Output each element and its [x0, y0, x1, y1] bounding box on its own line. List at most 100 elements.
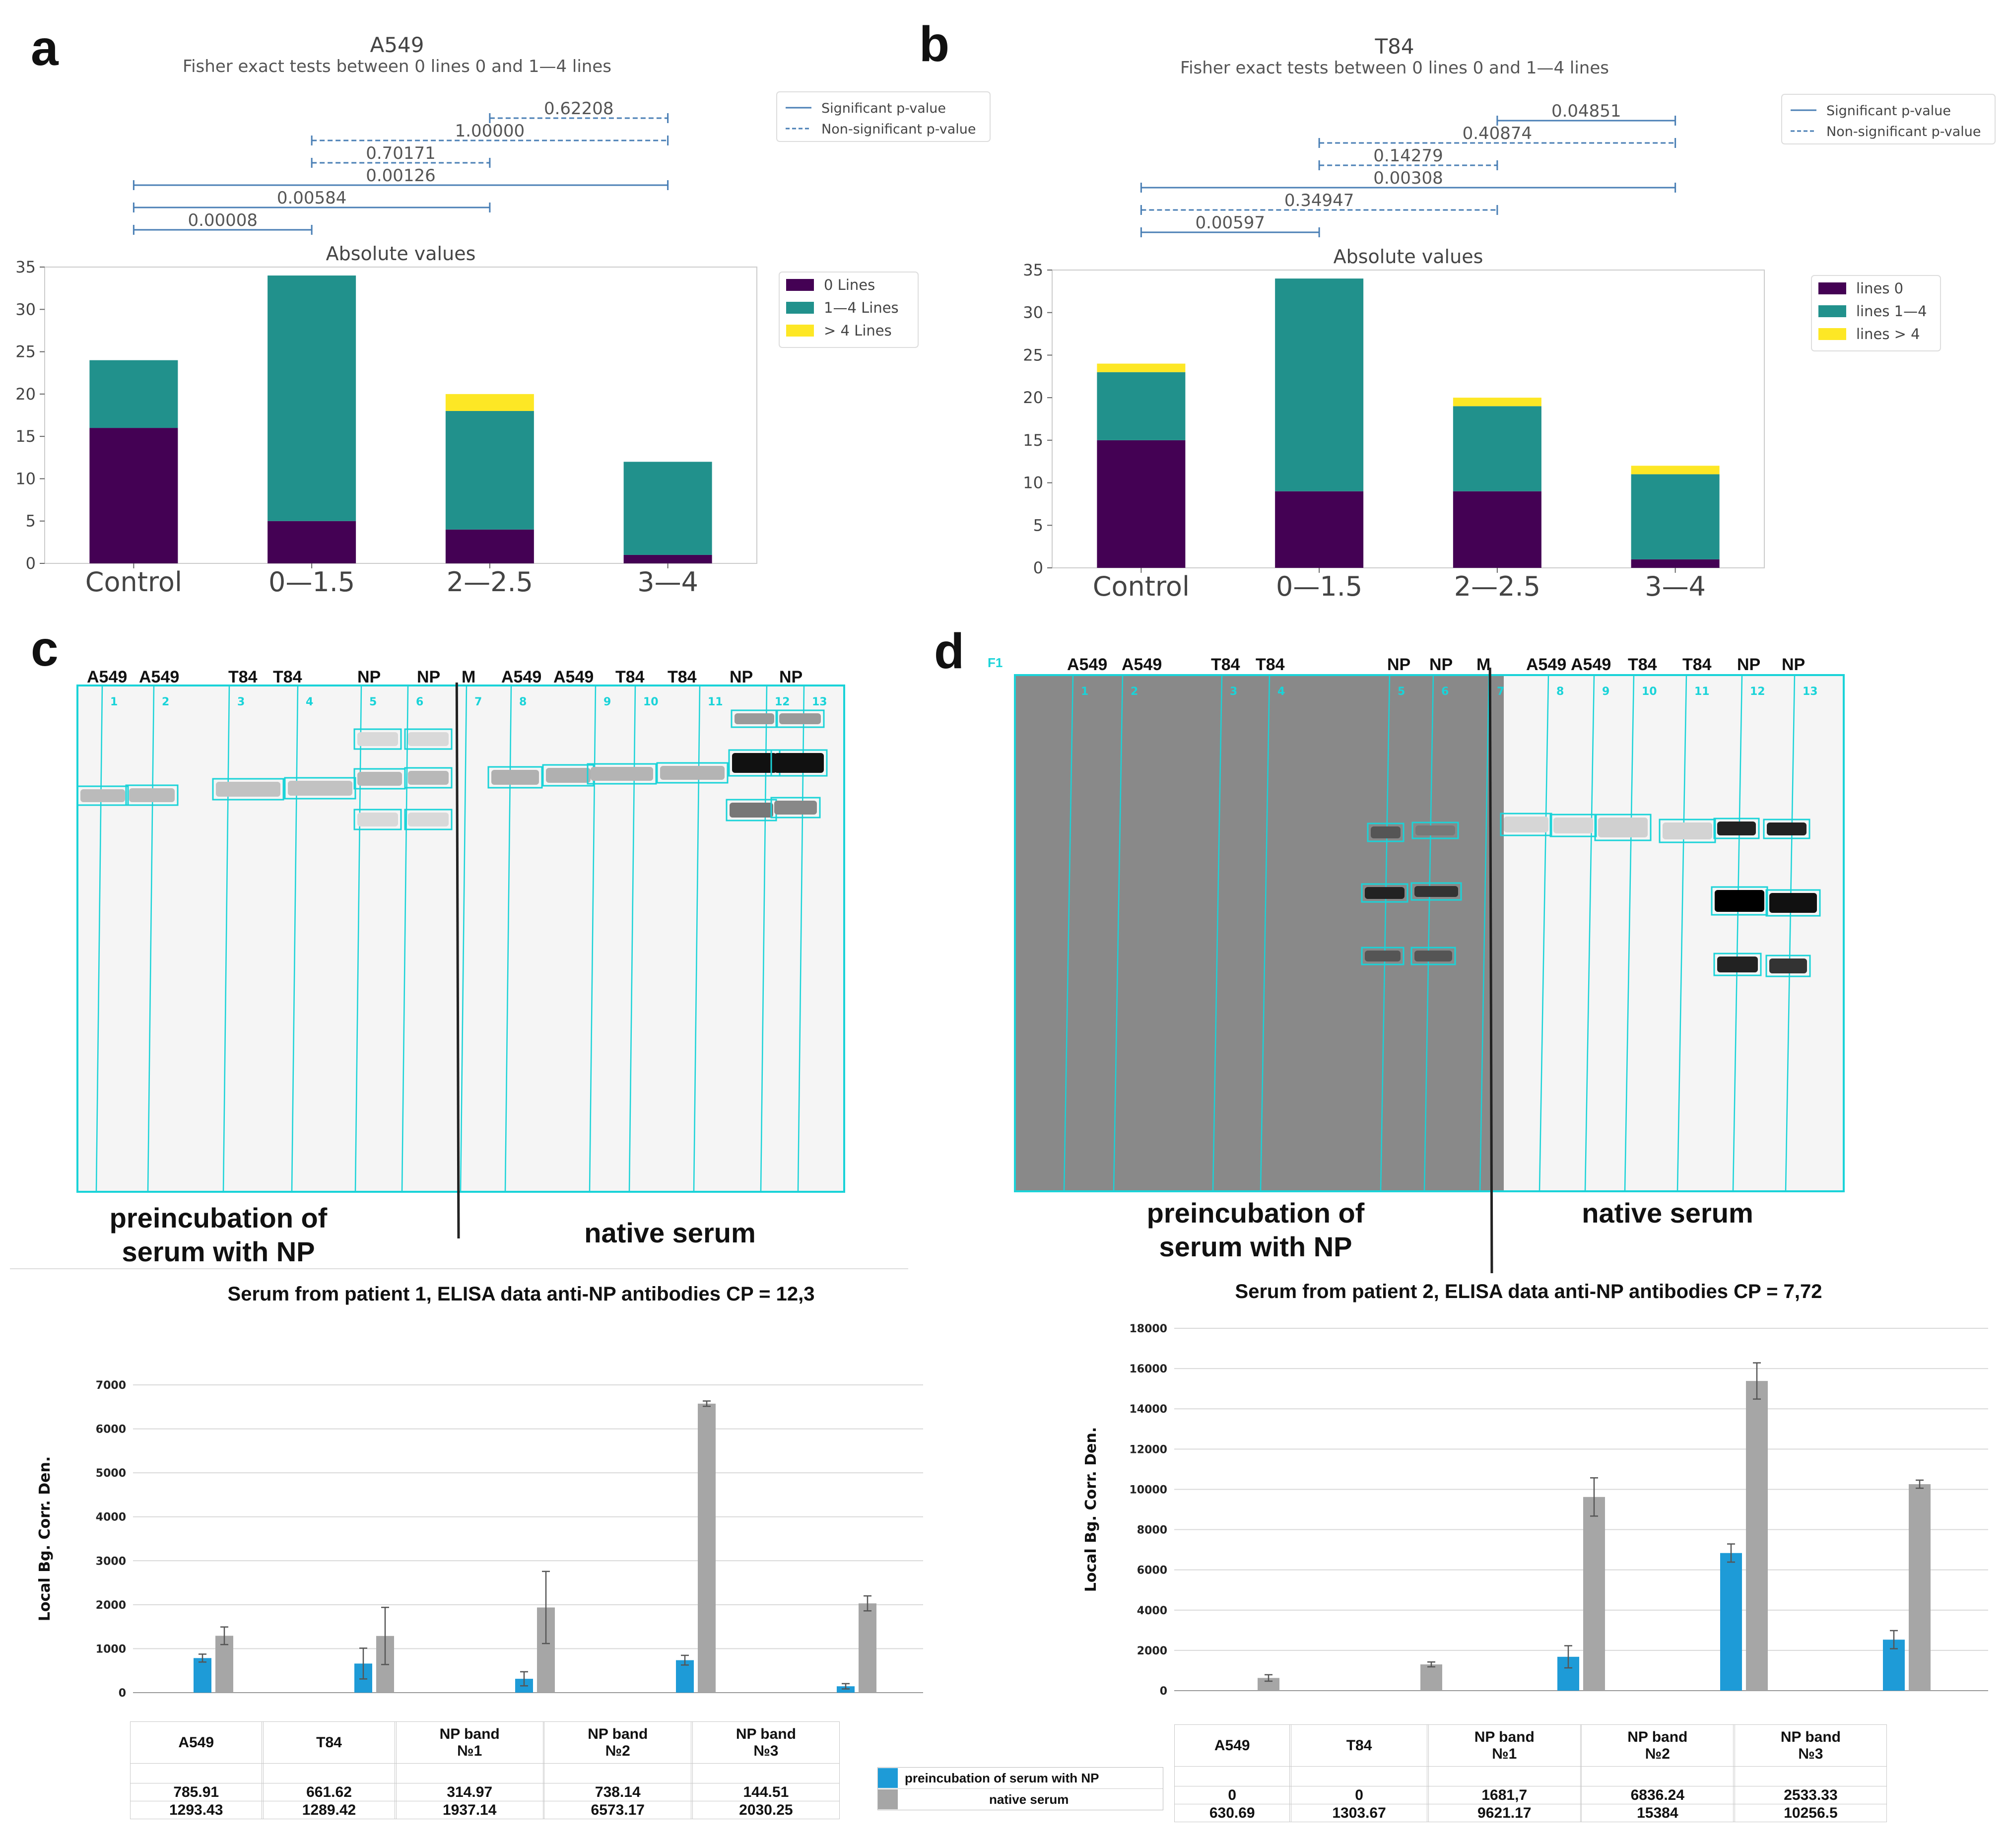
elisa1-table-cell: NP band №1 [396, 1721, 543, 1764]
blot-c-band-4 [357, 732, 398, 746]
blot-c-lane-label: T84 [615, 668, 645, 686]
blot-d-lane-number: 10 [1642, 685, 1657, 698]
blot-d-lane-line [1785, 675, 1796, 1192]
elisa1-ytick-label: 6000 [96, 1424, 126, 1436]
elisa1-table-row [130, 1763, 840, 1783]
b-bracket-label: 0.14279 [1373, 146, 1443, 166]
b-bar-1-2 [1453, 406, 1541, 491]
elisa1-table-cell: 2030.25 [692, 1801, 840, 1819]
blot-d-lane-number: 2 [1131, 685, 1138, 698]
blot-c-band-box [125, 784, 179, 806]
blot-c-band-17 [774, 753, 824, 773]
elisa1-title: Serum from patient 1, ELISA data anti-NP… [227, 1283, 815, 1305]
blot-c-band-box [212, 778, 284, 801]
b-bracket-label: 0.04851 [1551, 101, 1621, 121]
a-bar-0-1 [268, 521, 356, 563]
elisa2-table-cell [1581, 1766, 1734, 1786]
a-bracket-5: 0.00008 [133, 210, 313, 235]
panel-letter-c: c [31, 621, 59, 677]
blot-d-band-15 [1769, 958, 1807, 973]
a-legend-swatch [786, 325, 814, 337]
blot-d-dark-region [1016, 676, 1504, 1190]
blot-d-band-3 [1414, 886, 1458, 897]
blot-d-band-1 [1415, 825, 1455, 835]
blot-c-band-box [656, 762, 729, 784]
blot-d-lane-line [1624, 675, 1635, 1192]
blot-d-band-5 [1414, 951, 1452, 961]
blot-d-lane-number: 1 [1081, 685, 1088, 698]
elisa2-table-cell: NP band №1 [1428, 1724, 1581, 1767]
blot-d-band-box [1765, 955, 1811, 977]
blot-d-lane-line [1676, 675, 1687, 1192]
blot-d-lane-number: 3 [1230, 685, 1237, 698]
b-ytick-label: 10 [1023, 474, 1043, 492]
elisa2-ytick-label: 4000 [1137, 1605, 1167, 1617]
blot-d-lane-label: NP [1782, 655, 1806, 674]
elisa2-ytick-label: 10000 [1129, 1484, 1167, 1496]
elisa-legend-pre: preincubation of serum with NP [878, 1768, 1163, 1789]
b-bracket-0: 0.04851 [1496, 101, 1676, 126]
b-legend-significant: Significant p-value [1826, 103, 1951, 119]
elisa2-table-cell [1174, 1766, 1290, 1786]
b-bracket-3: 0.00308 [1140, 168, 1676, 193]
elisa-legend-native-label: native serum [989, 1791, 1069, 1807]
a-legend-swatch [786, 302, 814, 314]
elisa1-bar-1-3 [698, 1403, 716, 1693]
blot-d-band-box [1711, 886, 1768, 916]
blot-d-lane-label: A549 [1122, 655, 1162, 674]
blot-d-band-4 [1365, 951, 1401, 961]
blot-c-lane-number: 12 [775, 696, 790, 708]
b-ytick-label: 35 [1023, 261, 1043, 279]
a-ytick-label: 0 [26, 554, 36, 573]
elisa2-ytick-label: 6000 [1137, 1565, 1167, 1577]
b-xtick-label: 3—4 [1645, 571, 1706, 602]
elisa1-ylabel: Local Bg. Corr. Den. [36, 1456, 54, 1621]
blot-d-band-box [1659, 819, 1716, 843]
b-bar-0-3 [1631, 559, 1720, 568]
blot-c-lane-label: NP [417, 668, 441, 686]
a-legend-nonsignificant: Non-significant p-value [821, 122, 976, 137]
elisa1-table-cell: 785.91 [130, 1783, 263, 1801]
b-bar-1-0 [1097, 372, 1186, 440]
blot-c-band-1 [129, 788, 175, 802]
blot-d-band-box [1594, 814, 1652, 841]
blot-c-lane-number: 3 [237, 696, 245, 708]
elisa1-table-cell [542, 1801, 545, 1819]
blot-c-band-16 [732, 753, 777, 773]
elisa2-table-cell [1734, 1766, 1887, 1786]
blot-c-lane-label: NP [779, 668, 803, 686]
b-series-legend: lines 0 lines 1—4 lines > 4 [1811, 275, 1941, 351]
a-xtick-label: 0—1.5 [268, 566, 355, 598]
blot-d-right-condition: native serum [1582, 1197, 1753, 1229]
blot-d-lane-number: 8 [1556, 685, 1564, 698]
blot-c-band-box [587, 763, 657, 785]
b-ytick-label: 20 [1023, 388, 1043, 407]
blot-d-lane-labels: A549 A549 T84 T84 NP NP M A549 A549 T84 T84 NP NP [1012, 655, 1856, 685]
a-xtick-label: 3—4 [637, 566, 698, 598]
blot-c-lane-label: T84 [228, 668, 258, 686]
blot-d-lane-number: 4 [1277, 685, 1285, 698]
blot-d-band-13 [1769, 893, 1817, 913]
a-bar-2-2 [445, 394, 534, 411]
blot-c-lane-line [95, 685, 103, 1192]
b-bar-2-3 [1631, 466, 1720, 475]
elisa1-ytick-label: 3000 [96, 1555, 126, 1568]
a-series-legend: 0 Lines 1—4 Lines > 4 Lines [779, 272, 919, 348]
b-bar-2-0 [1097, 363, 1186, 372]
elisa1-table-cell [396, 1763, 543, 1783]
elisa1-table-cell: NP band №2 [544, 1721, 692, 1764]
elisa2-bar-0-3 [1720, 1553, 1742, 1691]
a-ytick-label: 20 [15, 385, 36, 404]
blot-c-lane-line [291, 685, 299, 1192]
a-bar-1-0 [89, 360, 178, 428]
blot-d-lane-line [1212, 675, 1223, 1192]
b-pvalue-legend: Significant p-value Non-significant p-val… [1781, 94, 1996, 144]
blot-d-band-box [1411, 821, 1459, 839]
elisa2-table-cell [1428, 1766, 1581, 1786]
blot-c-lane-line [460, 685, 468, 1192]
elisa1-table-cell: 738.14 [544, 1783, 692, 1801]
blot-d-lane-label: M [1476, 655, 1491, 674]
elisa1-table-cell [263, 1763, 396, 1783]
elisa2-table-row: 0 0 1681,7 6836.24 2533.33 [1174, 1786, 1887, 1804]
blot-c-band-6 [357, 772, 402, 786]
